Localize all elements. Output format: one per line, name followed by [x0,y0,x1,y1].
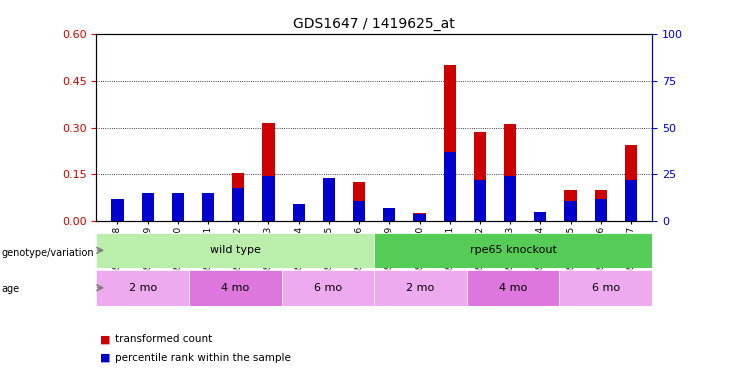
Bar [293,204,305,221]
Bar [262,123,274,221]
Bar [172,193,184,221]
Bar [413,214,425,221]
Bar [111,199,124,221]
Bar [595,199,607,221]
Bar [413,213,425,221]
Bar [565,190,576,221]
Bar [474,132,486,221]
Bar [625,145,637,221]
Bar [202,193,214,221]
Bar [625,180,637,221]
Bar [142,193,153,221]
Text: ■: ■ [100,353,110,363]
Text: age: age [1,285,19,294]
Text: ■: ■ [100,334,110,344]
Bar [374,232,652,268]
Bar [353,201,365,221]
Bar [202,193,214,221]
Bar [504,176,516,221]
Bar [374,270,467,306]
Text: genotype/variation: genotype/variation [1,248,94,258]
Bar [111,215,124,221]
Bar [467,270,559,306]
Bar [383,208,396,221]
Bar [504,124,516,221]
Title: GDS1647 / 1419625_at: GDS1647 / 1419625_at [293,17,455,32]
Bar [474,180,486,221]
Bar [96,270,189,306]
Bar [232,173,245,221]
Bar [232,188,245,221]
Bar [534,212,546,221]
Bar [383,209,396,221]
Bar [559,270,652,306]
Text: percentile rank within the sample: percentile rank within the sample [115,353,290,363]
Text: wild type: wild type [210,245,261,255]
Bar [142,193,153,221]
Bar [172,193,184,221]
Bar [96,232,374,268]
Text: 2 mo: 2 mo [406,283,435,293]
Bar [262,176,274,221]
Text: 6 mo: 6 mo [592,283,619,293]
Bar [444,152,456,221]
Bar [534,212,546,221]
Text: 4 mo: 4 mo [499,283,528,293]
Bar [323,178,335,221]
Text: rpe65 knockout: rpe65 knockout [470,245,556,255]
Bar [444,65,456,221]
Bar [323,179,335,221]
Bar [282,270,374,306]
Bar [189,270,282,306]
Bar [353,182,365,221]
Bar [565,201,576,221]
Bar [595,190,607,221]
Text: 4 mo: 4 mo [221,283,250,293]
Bar [293,204,305,221]
Text: 6 mo: 6 mo [314,283,342,293]
Text: 2 mo: 2 mo [128,283,157,293]
Text: transformed count: transformed count [115,334,212,344]
